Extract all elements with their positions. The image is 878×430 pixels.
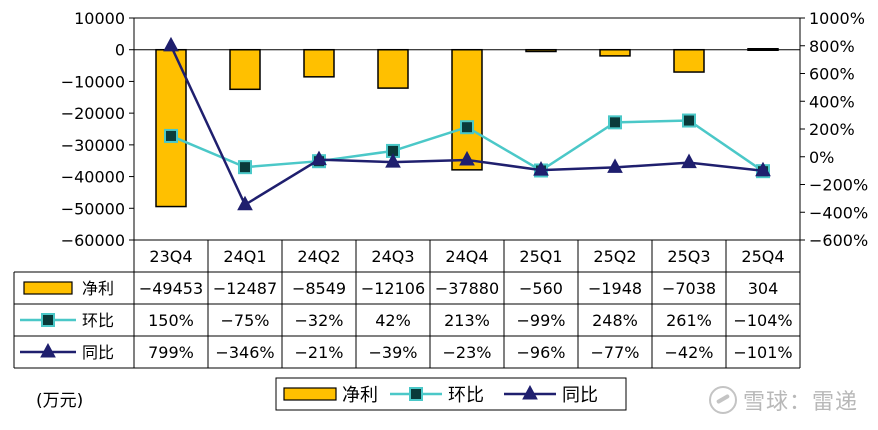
snowball-logo-icon <box>708 386 737 414</box>
right-axis-tick-label: −600% <box>809 231 868 250</box>
bar <box>303 48 335 78</box>
table-cell: −8549 <box>292 279 346 298</box>
left-axis-tick-label: −50000 <box>61 199 125 218</box>
right-axis-tick-label: −200% <box>809 176 868 195</box>
table-cell: −21% <box>295 343 344 362</box>
legend-label: 同比 <box>562 385 598 406</box>
table-cell: −12487 <box>213 279 277 298</box>
category-label: 25Q1 <box>519 247 562 266</box>
bar <box>155 48 187 208</box>
square-marker <box>409 387 423 401</box>
table-cell: −7038 <box>662 279 716 298</box>
right-y-axis: 1000% 800% 600% 400% 200% 0% −200% −400% −600% <box>800 9 868 250</box>
square-marker <box>41 313 55 327</box>
triangle-marker <box>163 36 179 52</box>
table-cell: −104% <box>733 311 792 330</box>
table-cell: −560 <box>519 279 563 298</box>
legend: 净利 环比 同比 <box>275 377 627 411</box>
left-axis-tick-label: −10000 <box>61 72 125 91</box>
table-cell: −42% <box>665 343 714 362</box>
bar <box>673 48 705 73</box>
left-axis-tick-label: 10000 <box>74 9 125 28</box>
table-cell: −12106 <box>361 279 425 298</box>
table-cell: 150% <box>148 311 194 330</box>
table-cell: −346% <box>215 343 274 362</box>
legend-label: 环比 <box>448 385 484 406</box>
triangle-marker <box>237 195 253 211</box>
bar-series-net-profit <box>134 48 800 208</box>
triangle-marker <box>533 161 549 176</box>
row-label: 环比 <box>82 311 114 330</box>
table-cell: −75% <box>221 311 270 330</box>
square-marker <box>608 115 622 130</box>
table-cell: −49453 <box>139 279 203 298</box>
triangle-marker <box>385 153 401 168</box>
table-cell: −99% <box>517 311 566 330</box>
table-cell: −96% <box>517 343 566 362</box>
bar <box>599 48 631 57</box>
left-axis-tick-label: −60000 <box>61 231 125 250</box>
legend-label: 净利 <box>342 385 378 406</box>
bar <box>229 48 261 91</box>
bar <box>377 48 409 89</box>
category-label: 24Q4 <box>445 247 488 266</box>
line-series-layer <box>163 36 771 211</box>
square-marker <box>238 160 252 175</box>
table-cell: 42% <box>375 311 411 330</box>
square-marker <box>164 128 178 143</box>
left-axis-tick-label: −20000 <box>61 104 125 123</box>
table-cell: 799% <box>148 343 194 362</box>
table-cell: −1948 <box>588 279 642 298</box>
category-label: 25Q2 <box>593 247 636 266</box>
left-axis-tick-label: −40000 <box>61 168 125 187</box>
triangle-marker <box>459 150 475 166</box>
legend-key <box>283 387 337 401</box>
row-legend-key <box>23 281 73 295</box>
data-table: 23Q4 24Q1 24Q2 24Q3 24Q4 25Q1 25Q2 25Q3 25Q4 净利 −4… <box>13 239 801 369</box>
triangle-marker <box>755 161 771 177</box>
right-axis-tick-label: 800% <box>809 37 855 56</box>
table-cell: 304 <box>748 279 779 298</box>
table-cell: −101% <box>733 343 792 362</box>
table-cell: −39% <box>369 343 418 362</box>
category-label: 23Q4 <box>149 247 192 266</box>
right-axis-tick-label: 600% <box>809 65 855 84</box>
right-axis-tick-label: 0% <box>809 148 834 167</box>
table-cell: −23% <box>443 343 492 362</box>
square-marker <box>682 113 696 128</box>
category-label: 24Q3 <box>371 247 414 266</box>
right-axis-tick-label: 400% <box>809 92 855 111</box>
watermark-text: 雪球：雷递 <box>742 390 858 415</box>
category-label: 25Q3 <box>667 247 710 266</box>
unit-label: (万元) <box>36 391 84 411</box>
row-label: 净利 <box>82 279 114 298</box>
right-axis-tick-label: 200% <box>809 120 855 139</box>
category-label: 24Q1 <box>223 247 266 266</box>
square-marker <box>460 120 474 135</box>
right-axis-tick-label: −400% <box>809 203 868 222</box>
line-series-yoy <box>163 36 771 211</box>
table-cell: 248% <box>592 311 638 330</box>
table-cell: 261% <box>666 311 712 330</box>
table-cell: 213% <box>444 311 490 330</box>
triangle-marker <box>607 158 623 173</box>
bar <box>451 48 483 171</box>
triangle-marker <box>681 153 697 169</box>
watermark: 雪球：雷递 <box>708 384 858 416</box>
triangle-marker <box>522 384 538 400</box>
table-cell: −37880 <box>435 279 499 298</box>
left-axis-tick-label: 0 <box>115 41 125 60</box>
left-axis-tick-label: −30000 <box>61 136 125 155</box>
left-y-axis: 10000 0 −10000 −20000 −30000 −40000 −50000 −600… <box>61 9 134 250</box>
triangle-marker <box>311 150 327 166</box>
category-label: 25Q4 <box>741 247 784 266</box>
table-cell: −77% <box>591 343 640 362</box>
right-axis-tick-label: 1000% <box>809 9 865 28</box>
category-label: 24Q2 <box>297 247 340 266</box>
triangle-marker <box>40 342 56 358</box>
table-cell: −32% <box>295 311 344 330</box>
row-label: 同比 <box>82 343 114 362</box>
